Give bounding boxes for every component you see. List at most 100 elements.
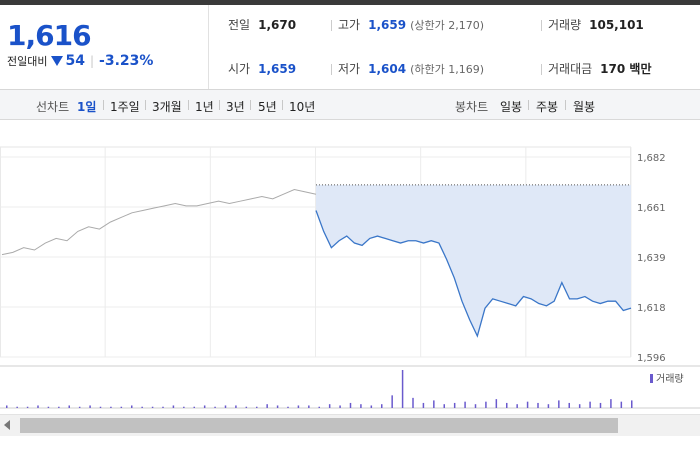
volume-bar (58, 406, 60, 408)
volume-bar (99, 406, 102, 408)
period-1w[interactable]: 1주일 (110, 100, 140, 114)
divider (282, 100, 283, 110)
volume-bar (47, 406, 50, 408)
volume-bar (68, 405, 70, 408)
volume-bar (464, 401, 466, 408)
change-separator: | (89, 54, 95, 68)
today-line (315, 210, 632, 338)
volume-bar (578, 404, 581, 408)
divider (528, 100, 529, 110)
period-1y[interactable]: 1년 (195, 100, 214, 114)
stat-extra: (하한가 1,169) (410, 63, 484, 76)
volume-bar (360, 404, 362, 408)
price-chart[interactable]: 1,682 1,661 1,639 1,618 1,596 거래량 (0, 120, 700, 416)
volume-bar (381, 404, 383, 408)
volume-bar (599, 402, 602, 408)
stat-value: 1,659 (258, 62, 297, 76)
candle-chart-label: 봉차트 (455, 100, 489, 114)
volume-bar (391, 395, 393, 408)
quote-panel: 1,616 전일대비 54 | -3.23% 전일 1,670 시가 1,659 고… (0, 5, 700, 90)
volume-bar (297, 405, 300, 408)
prev-day-line (1, 189, 317, 256)
stat-prev-close: 전일 1,670 (228, 16, 296, 33)
stat-label: 고가 (338, 18, 361, 32)
volume-bar (120, 406, 123, 408)
stat-label: 전일 (228, 18, 251, 32)
divider (331, 64, 332, 75)
volume-bar (537, 402, 539, 408)
volume-bar (235, 405, 237, 408)
period-10y[interactable]: 10년 (289, 100, 316, 114)
volume-bar (568, 402, 570, 408)
volume-bar (266, 404, 268, 408)
down-arrow-icon (51, 56, 64, 66)
volume-bar (287, 406, 289, 408)
volume-bar (183, 406, 185, 408)
stat-label: 저가 (338, 62, 361, 76)
volume-bar (453, 402, 456, 408)
change-value: 54 (65, 53, 85, 69)
stat-label: 시가 (228, 62, 251, 76)
period-3y[interactable]: 3년 (226, 100, 245, 114)
volume-bar (339, 405, 341, 408)
y-tick-label: 1,682 (637, 153, 666, 164)
volume-bar (433, 400, 435, 408)
divider (145, 100, 146, 110)
stat-value: 105,101 (589, 18, 644, 32)
volume-bar (276, 405, 279, 408)
chart-scrollbar[interactable] (0, 414, 700, 436)
volume-bar (318, 406, 320, 408)
divider (541, 20, 542, 31)
stat-value: 1,604 (368, 62, 407, 76)
volume-bar (131, 405, 133, 408)
volume-bar (89, 405, 91, 408)
divider (188, 100, 189, 110)
volume-bar (589, 401, 591, 408)
change-percent: -3.23% (99, 53, 154, 69)
candle-weekly[interactable]: 주봉 (536, 100, 559, 114)
change-row: 전일대비 54 | -3.23% (7, 53, 153, 69)
volume-bar (151, 406, 154, 408)
volume-bar (26, 406, 29, 408)
volume-bar (631, 400, 633, 408)
volume-bar (547, 404, 550, 408)
volume-bar (620, 401, 623, 408)
divider (103, 100, 104, 110)
candle-daily[interactable]: 일봉 (500, 100, 523, 114)
volume-bar (328, 404, 331, 408)
volume-bar (526, 401, 529, 408)
volume-bar (474, 404, 477, 408)
period-1d[interactable]: 1일 (77, 100, 97, 114)
volume-bar (516, 404, 518, 408)
stat-trade-value: 거래대금 170 백만 (541, 60, 651, 77)
divider (565, 100, 566, 110)
divider (250, 100, 251, 110)
volume-bar (370, 405, 373, 408)
volume-bar (422, 402, 425, 408)
volume-bar (245, 406, 248, 408)
scroll-left-icon[interactable] (4, 420, 10, 430)
y-tick-label: 1,618 (637, 303, 666, 314)
divider (331, 20, 332, 31)
top-strip (0, 0, 700, 5)
divider (541, 64, 542, 75)
period-5y[interactable]: 5년 (258, 100, 277, 114)
volume-bar (485, 401, 487, 408)
volume-bar (308, 405, 310, 408)
volume-bar (558, 400, 560, 408)
scroll-thumb[interactable] (20, 418, 618, 433)
volume-bar (401, 370, 404, 408)
candle-monthly[interactable]: 월봉 (573, 100, 596, 114)
volume-legend-label: 거래량 (656, 373, 684, 385)
volume-bar (349, 402, 352, 408)
volume-bar (37, 405, 39, 408)
volume-bar (6, 405, 8, 408)
volume-bar (203, 405, 206, 408)
stat-value: 1,670 (258, 18, 297, 32)
below-prev-close-area (316, 184, 631, 337)
period-3m[interactable]: 3개월 (152, 100, 182, 114)
stat-open: 시가 1,659 (228, 60, 296, 77)
volume-bar (193, 406, 195, 408)
volume-bar (214, 406, 216, 408)
stat-label: 거래량 (548, 18, 582, 32)
